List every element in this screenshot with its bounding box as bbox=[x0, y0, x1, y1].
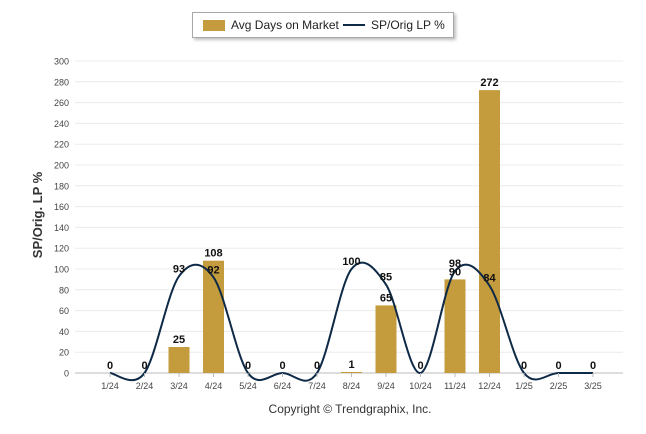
bar-value-label: 0 bbox=[141, 360, 147, 372]
line-value-label: 85 bbox=[380, 272, 392, 284]
x-tick-label: 12/24 bbox=[478, 381, 501, 391]
bar-value-label: 0 bbox=[590, 360, 596, 372]
x-tick-label: 7/24 bbox=[308, 381, 326, 391]
bar-value-label: 0 bbox=[314, 360, 320, 372]
bar-value-label: 0 bbox=[555, 360, 561, 372]
x-tick-label: 11/24 bbox=[444, 381, 466, 391]
line-series-path bbox=[109, 261, 593, 382]
y-tick-label: 20 bbox=[59, 348, 69, 358]
bar bbox=[168, 347, 190, 373]
y-tick-label: 0 bbox=[64, 369, 69, 379]
bar-value-label: 108 bbox=[204, 248, 222, 260]
bar-value-label: 0 bbox=[521, 360, 527, 372]
bar bbox=[375, 305, 397, 373]
x-tick-label: 1/24 bbox=[101, 381, 119, 391]
bars bbox=[168, 90, 500, 374]
x-tick-label: 1/25 bbox=[515, 381, 533, 391]
legend-item-bar: Avg Days on Market bbox=[203, 13, 339, 37]
bar bbox=[479, 90, 500, 374]
y-tick-label: 220 bbox=[54, 140, 69, 150]
y-tick-label: 140 bbox=[54, 223, 69, 233]
line-value-label: 93 bbox=[173, 263, 185, 275]
line-value-label: 92 bbox=[207, 264, 219, 276]
copyright-footer: Copyright © Trendgraphix, Inc. bbox=[268, 402, 432, 416]
bar bbox=[444, 279, 466, 373]
x-tick-label: 3/25 bbox=[584, 381, 602, 391]
data-labels: 0 0 25 108 0 0 0 1 65 0 90 272 0 0 0 93 92 100 85 98 84 bbox=[107, 77, 596, 372]
bar bbox=[341, 371, 362, 373]
y-tick-label: 240 bbox=[54, 119, 69, 129]
y-tick-label: 280 bbox=[54, 77, 69, 87]
bar-value-label: 272 bbox=[480, 77, 498, 89]
legend-item-line: SP/Orig LP % bbox=[343, 13, 445, 37]
bar-value-label: 90 bbox=[449, 266, 461, 278]
bar-value-label: 0 bbox=[417, 360, 423, 372]
y-axis-ticks: 0 20 40 60 80 100 120 140 160 180 200 220 240 260 280 3… bbox=[54, 57, 69, 379]
x-tick-label: 8/24 bbox=[343, 381, 361, 391]
bar-value-label: 1 bbox=[348, 359, 354, 371]
line-value-label: 100 bbox=[342, 256, 360, 268]
x-tick-label: 4/24 bbox=[205, 381, 223, 391]
bar-value-label: 0 bbox=[279, 360, 285, 372]
y-tick-label: 80 bbox=[59, 285, 69, 295]
y-tick-label: 160 bbox=[54, 202, 69, 212]
y-tick-label: 180 bbox=[54, 181, 69, 191]
y-tick-label: 260 bbox=[54, 98, 69, 108]
x-tick-label: 2/24 bbox=[136, 381, 154, 391]
y-axis-label: SP/Orig. LP % bbox=[30, 171, 45, 258]
line-value-label: 98 bbox=[449, 258, 461, 270]
y-tick-label: 300 bbox=[54, 57, 69, 67]
x-tick-label: 10/24 bbox=[409, 381, 432, 391]
bar-value-label: 25 bbox=[173, 334, 185, 346]
gridlines bbox=[75, 60, 623, 374]
x-tick-label: 3/24 bbox=[170, 381, 188, 391]
x-tick-label: 5/24 bbox=[239, 381, 257, 391]
bar-value-label: 0 bbox=[107, 360, 113, 372]
x-tick-label: 9/24 bbox=[377, 381, 395, 391]
y-tick-label: 200 bbox=[54, 161, 69, 171]
bar-value-label: 65 bbox=[380, 292, 392, 304]
line-value-label: 84 bbox=[483, 273, 496, 285]
legend-swatch-line bbox=[343, 24, 365, 26]
legend-label-bar: Avg Days on Market bbox=[231, 18, 339, 32]
bar-value-label: 0 bbox=[245, 360, 251, 372]
legend: Avg Days on Market SP/Orig LP % bbox=[192, 12, 454, 38]
x-tick-label: 6/24 bbox=[274, 381, 292, 391]
legend-swatch-bar bbox=[203, 19, 225, 31]
y-tick-label: 100 bbox=[54, 265, 69, 275]
y-tick-label: 60 bbox=[59, 306, 69, 316]
x-tick-label: 2/25 bbox=[550, 381, 568, 391]
legend-label-line: SP/Orig LP % bbox=[371, 18, 445, 32]
y-tick-label: 40 bbox=[59, 327, 69, 337]
y-tick-label: 120 bbox=[54, 244, 69, 254]
line-series bbox=[109, 261, 593, 382]
x-axis-ticks: 1/24 2/24 3/24 4/24 5/24 6/24 7/24 8/24 9/24 10/2… bbox=[101, 373, 602, 391]
